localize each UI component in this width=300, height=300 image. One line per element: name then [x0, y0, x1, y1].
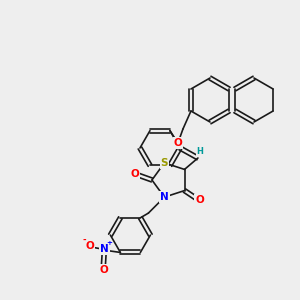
Text: N: N [160, 192, 169, 202]
Text: H: H [196, 148, 203, 157]
Text: O: O [85, 242, 94, 251]
Text: O: O [195, 195, 204, 205]
Text: O: O [99, 266, 108, 275]
Text: +: + [106, 240, 112, 246]
Text: -: - [82, 236, 86, 245]
Text: O: O [130, 169, 139, 179]
Text: S: S [160, 158, 168, 168]
Text: N: N [100, 244, 109, 254]
Text: O: O [174, 138, 182, 148]
